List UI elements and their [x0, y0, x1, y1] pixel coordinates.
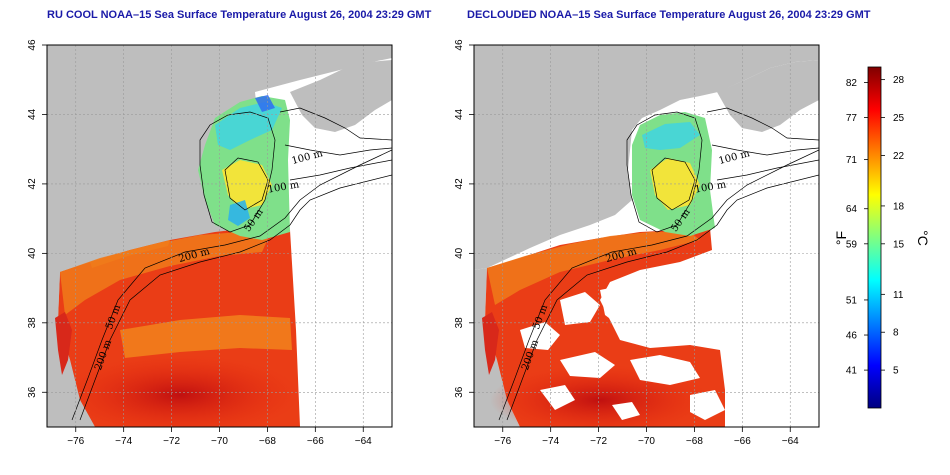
- sst-speckle-band: [120, 315, 292, 358]
- land-mid-atlantic-coast: [474, 268, 520, 427]
- tick-label-lon: −74: [542, 436, 559, 447]
- map-title-original: RU COOL NOAA–15 Sea Surface Temperature …: [47, 9, 432, 21]
- tick-label-lat: 40: [27, 247, 38, 259]
- colorbar-label-fahrenheit: 59: [846, 239, 858, 250]
- map-axes-declouded: −76 −74 −72 −70 −68 −66 −64 46 44 42 40 38 36: [454, 39, 799, 447]
- colorbar-label-fahrenheit: 51: [846, 295, 858, 306]
- colorbar-label-celsius: 28: [893, 75, 905, 86]
- sst-map-declouded: [474, 45, 819, 427]
- tick-label-lat: 44: [27, 108, 38, 120]
- tick-label-lat: 46: [27, 39, 38, 51]
- map-title-declouded: DECLOUDED NOAA–15 Sea Surface Temperatur…: [467, 9, 871, 21]
- colorbar-label-celsius: 22: [893, 151, 905, 162]
- tick-label-lon: −68: [686, 436, 703, 447]
- long-island-sound: [90, 240, 170, 268]
- land-northeast: [474, 45, 819, 270]
- tick-label-lat: 46: [454, 39, 465, 51]
- colorbar-label-fahrenheit: 82: [846, 78, 858, 89]
- cloud-mask-holes: [520, 282, 730, 420]
- tick-label-lon: −76: [67, 436, 84, 447]
- tick-label-lon: −66: [734, 436, 751, 447]
- sst-yellow-bank: [222, 160, 272, 210]
- lat-lon-grid: [474, 45, 819, 427]
- colorbar: [867, 66, 882, 409]
- tick-label-lon: −64: [355, 436, 372, 447]
- colorbar-unit-celsius: °C: [915, 230, 931, 246]
- colorbar-label-celsius: 15: [893, 239, 905, 250]
- sst-orange-shelf: [60, 232, 270, 315]
- colorbar-label-fahrenheit: 46: [846, 331, 858, 342]
- land-mid-atlantic-coast: [47, 270, 95, 427]
- colorbar-label-celsius: 25: [893, 113, 905, 124]
- colorbar-label-celsius: 8: [893, 328, 899, 339]
- tick-label-lat: 36: [27, 386, 38, 398]
- colorbar-label-fahrenheit: 77: [846, 113, 858, 124]
- tick-label-lat: 38: [454, 317, 465, 329]
- sst-bay-of-fundy: [255, 95, 275, 112]
- tick-label-lon: −74: [115, 436, 132, 447]
- map-axes-original: −76 −74 −72 −70 −68 −66 −64 46 44 42 40 38 36: [27, 39, 372, 447]
- lat-lon-grid: [47, 45, 392, 427]
- colorbar-label-fahrenheit: 64: [846, 204, 858, 215]
- colorbar-unit-fahrenheit: °F: [833, 231, 849, 245]
- tick-label-lon: −72: [590, 436, 607, 447]
- bathymetry-contours: [71, 107, 392, 421]
- colorbar-ticks: 28 82 25 77 22 71 18 64 15 59 11 51 8 46 5 41: [846, 75, 905, 376]
- tick-label-lat: 44: [454, 108, 465, 120]
- colorbar-label-fahrenheit: 41: [846, 366, 858, 377]
- chesapeake-bay: [55, 312, 72, 375]
- colorbar-label-celsius: 11: [893, 290, 904, 301]
- colorbar-label-celsius: 18: [893, 201, 905, 212]
- tick-label-lat: 40: [454, 247, 465, 259]
- tick-label-lon: −72: [163, 436, 180, 447]
- sst-cool-ne-channel: [228, 200, 250, 226]
- tick-label-lon: −68: [259, 436, 276, 447]
- tick-label-lat: 38: [27, 317, 38, 329]
- tick-label-lon: −64: [782, 436, 799, 447]
- colorbar-label-celsius: 5: [893, 366, 899, 377]
- tick-label-lon: −70: [211, 436, 228, 447]
- tick-label-lat: 42: [454, 178, 465, 190]
- tick-label-lat: 42: [27, 178, 38, 190]
- sst-map-original: [47, 45, 392, 427]
- tick-label-lat: 36: [454, 386, 465, 398]
- chesapeake-bay: [482, 312, 499, 375]
- tick-label-lon: −66: [307, 436, 324, 447]
- sst-hot-core: [60, 355, 300, 427]
- tick-label-lon: −76: [494, 436, 511, 447]
- sst-cool-patch: [215, 102, 282, 150]
- sst-cool-patch: [642, 122, 700, 150]
- tick-label-lon: −70: [638, 436, 655, 447]
- colorbar-label-fahrenheit: 71: [846, 155, 858, 166]
